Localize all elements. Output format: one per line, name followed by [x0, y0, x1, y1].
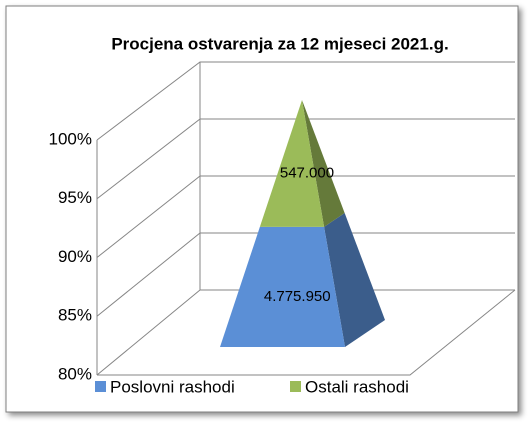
data-label: 4.775.950: [264, 288, 331, 305]
grid-line: [96, 232, 515, 317]
legend-swatch: [95, 381, 106, 392]
grid-line: [96, 118, 515, 200]
pyramid-side: [302, 100, 345, 227]
y-tick-label: 85%: [58, 306, 92, 325]
floor: [97, 289, 516, 376]
legend-label: Poslovni rashodi: [110, 377, 235, 396]
grid-line: [96, 289, 515, 376]
chart-title: Procjena ostvarenja za 12 mjeseci 2021.g…: [111, 34, 448, 53]
legend-label: Ostali rashodi: [305, 377, 409, 396]
y-tick-label: 95%: [58, 188, 92, 207]
pyramid-side: [324, 213, 385, 347]
grid-line: [96, 61, 515, 141]
legend-swatch: [290, 381, 301, 392]
chart-frame: [5, 5, 519, 413]
pyramid-front: [220, 226, 345, 347]
pyramid-front: [259, 100, 325, 227]
data-label: 547.000: [280, 164, 334, 181]
y-tick-label: 100%: [49, 129, 92, 148]
grid-line: [96, 175, 515, 258]
y-tick-label: 90%: [58, 247, 92, 266]
y-tick-label: 80%: [58, 364, 92, 383]
